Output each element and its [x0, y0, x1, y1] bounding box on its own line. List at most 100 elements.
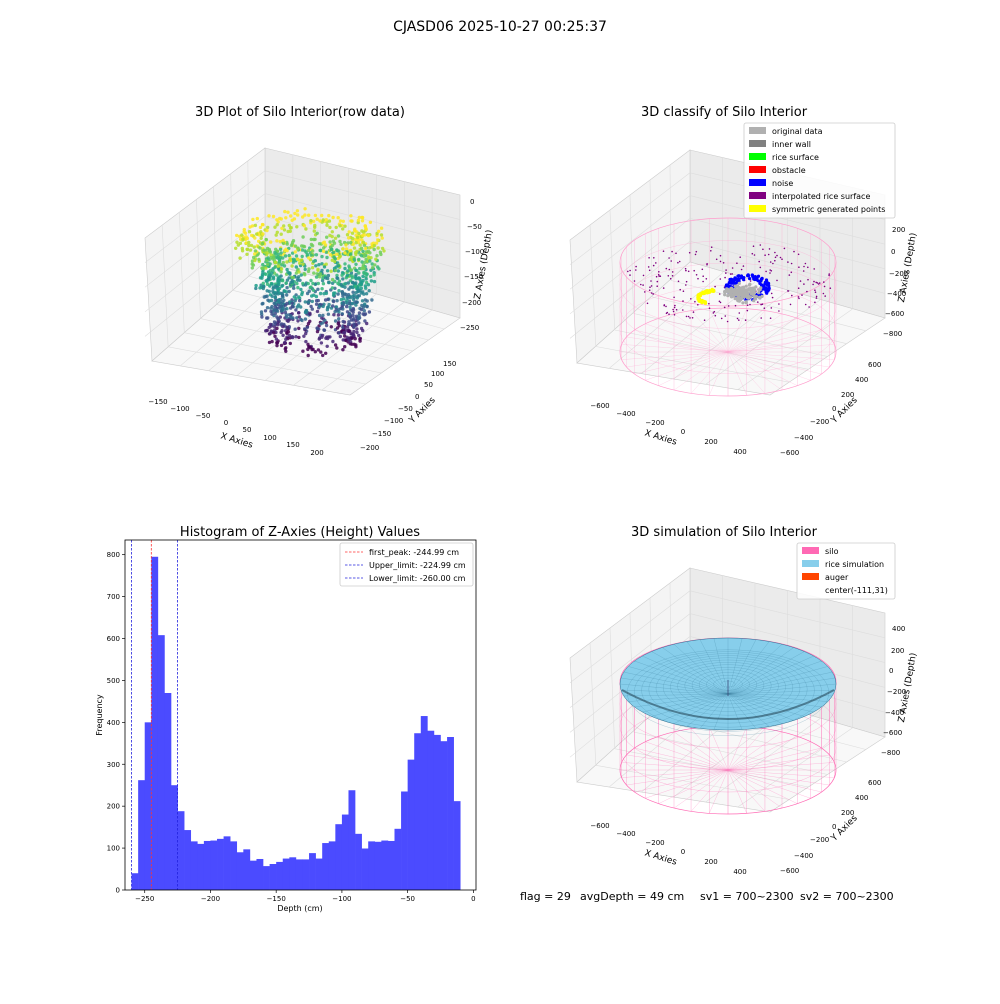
data-point	[348, 305, 352, 309]
data-point	[341, 247, 345, 251]
interpolated-point	[814, 289, 816, 292]
data-point	[343, 266, 347, 271]
panel4-x-tick: −200	[645, 839, 664, 847]
noise-point	[760, 277, 764, 281]
silo-floor-spoke	[673, 351, 729, 391]
interpolated-point	[829, 287, 832, 290]
panel2-title: 3D classify of Silo Interior	[641, 105, 808, 120]
symmetric-point	[702, 290, 706, 294]
data-point	[355, 327, 359, 331]
grid-line	[569, 195, 691, 290]
histogram-y-tick-label: 800	[107, 551, 120, 559]
histogram-bar	[322, 843, 330, 890]
interpolated-point	[694, 300, 696, 303]
histogram-bar	[276, 861, 284, 890]
silo-floor-spoke	[645, 323, 729, 353]
data-point	[262, 248, 266, 252]
data-point	[315, 309, 320, 314]
rice-mesh-spoke	[620, 689, 729, 695]
data-point	[328, 225, 332, 230]
data-point	[300, 254, 304, 259]
data-point	[340, 273, 344, 277]
interpolated-point	[629, 274, 631, 276]
histogram-y-tick-label: 200	[107, 803, 120, 811]
data-point	[330, 243, 335, 247]
symmetric-point	[699, 292, 703, 296]
interpolated-point	[814, 291, 817, 294]
data-point	[253, 249, 258, 253]
data-point	[245, 236, 249, 241]
data-point	[325, 223, 329, 227]
silo-floor-spoke	[658, 351, 729, 386]
data-point	[343, 345, 347, 349]
data-point	[253, 252, 257, 256]
data-point	[281, 260, 285, 265]
original-point	[741, 285, 746, 289]
data-point	[357, 257, 361, 262]
data-point	[360, 229, 364, 233]
panel2-legend: original data inner wall rice surface ob…	[743, 122, 896, 219]
grid-line	[689, 218, 886, 270]
data-point	[375, 254, 379, 258]
data-point	[270, 271, 274, 275]
data-point	[357, 321, 361, 325]
data-point	[351, 242, 356, 246]
data-point	[285, 286, 289, 290]
original-point	[758, 296, 762, 300]
interpolated-point	[653, 257, 655, 259]
rice-mesh-spoke	[699, 693, 729, 729]
interpolated-point	[797, 253, 800, 256]
interpolated-point	[675, 252, 677, 255]
data-point	[283, 254, 288, 258]
grid-line	[230, 173, 234, 291]
rice-mesh-spoke	[727, 638, 743, 695]
data-point	[332, 255, 336, 259]
data-point	[348, 296, 353, 300]
interpolated-point	[665, 267, 668, 270]
interpolated-point	[787, 261, 789, 263]
data-point	[338, 255, 342, 259]
grid-line	[589, 224, 597, 347]
interpolated-point	[815, 297, 818, 299]
data-point	[350, 231, 355, 235]
silo-floor-spoke	[727, 769, 783, 809]
panel4-z-tick: −200	[887, 688, 906, 696]
interpolated-point	[673, 306, 676, 309]
data-point	[269, 240, 273, 244]
data-point	[297, 270, 301, 274]
data-point	[361, 278, 365, 283]
data-point	[252, 245, 256, 249]
data-point	[277, 300, 281, 304]
panel4-x-tick: −600	[590, 822, 609, 830]
interpolated-point	[695, 274, 698, 276]
interpolated-point	[687, 270, 690, 273]
panel1-y-tick: 0	[415, 393, 419, 401]
data-point	[347, 329, 351, 333]
data-point	[293, 244, 298, 248]
data-point	[338, 219, 343, 223]
data-point	[247, 240, 251, 245]
data-point	[304, 250, 308, 254]
interpolated-point	[769, 317, 772, 320]
rice-mesh-spoke	[642, 655, 729, 695]
data-point	[279, 217, 283, 221]
legend-label-obstacle: obstacle	[772, 166, 806, 175]
interpolated-point	[769, 261, 772, 263]
interpolated-point	[772, 262, 774, 265]
data-point	[279, 270, 283, 274]
data-point	[354, 303, 358, 307]
data-point	[303, 207, 307, 211]
rice-mesh-spoke	[619, 683, 729, 695]
panel4-y-tick: 400	[855, 794, 868, 802]
data-point	[335, 326, 340, 330]
interpolated-point	[685, 280, 688, 283]
data-point	[275, 341, 279, 345]
data-point	[324, 351, 328, 355]
data-point	[274, 284, 278, 288]
panel4-title: 3D simulation of Silo Interior	[631, 525, 818, 540]
data-point	[314, 294, 319, 299]
interpolated-point	[720, 317, 723, 320]
interpolated-point	[684, 267, 687, 270]
interpolated-point	[769, 272, 771, 274]
panel2-z-ticks: 200 0 −200 −400 −600 −800	[883, 226, 908, 338]
